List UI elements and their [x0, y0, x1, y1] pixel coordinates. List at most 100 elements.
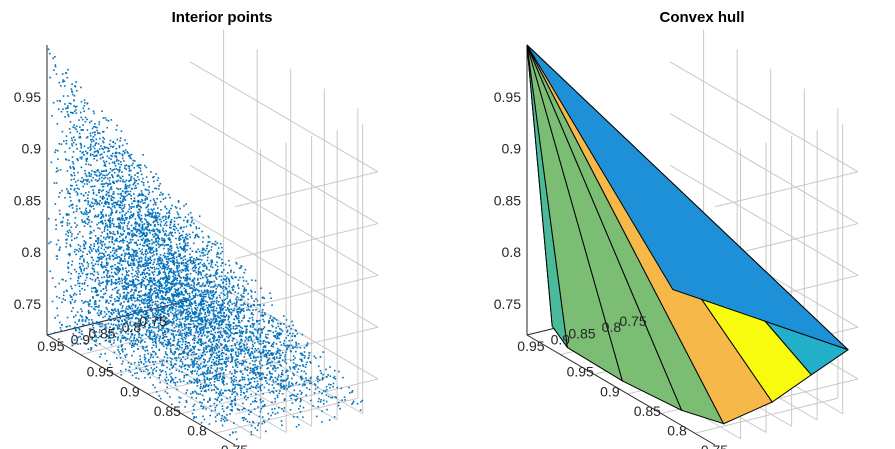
scatter-point: [144, 302, 147, 304]
scatter-point: [89, 225, 91, 228]
scatter-point: [88, 172, 91, 175]
scatter-point: [186, 368, 189, 371]
scatter-point: [290, 328, 292, 330]
scatter-point: [191, 291, 194, 294]
scatter-point: [203, 289, 206, 292]
scatter-point: [103, 243, 106, 246]
scatter-point: [128, 369, 130, 372]
scatter-point: [127, 308, 129, 311]
scatter-point: [91, 250, 93, 252]
scatter-point: [150, 259, 153, 262]
scatter-point: [179, 346, 181, 348]
scatter-point: [233, 378, 236, 381]
scatter-point: [153, 216, 155, 219]
scatter-point: [117, 336, 120, 338]
scatter-point: [111, 196, 114, 199]
scatter-point: [301, 391, 303, 394]
scatter-point: [202, 354, 204, 357]
scatter-point: [149, 249, 152, 251]
scatter-point: [199, 401, 201, 403]
scatter-point: [217, 323, 220, 325]
scatter-point: [84, 222, 87, 224]
scatter-point: [125, 218, 128, 220]
scatter-point: [117, 349, 119, 351]
scatter-point: [146, 322, 148, 324]
scatter-point: [230, 269, 232, 272]
scatter-point: [227, 337, 230, 339]
scatter-point: [115, 168, 118, 170]
scatter-point: [239, 276, 241, 279]
scatter-point: [137, 214, 139, 216]
scatter-point: [47, 217, 50, 220]
scatter-point: [99, 196, 102, 198]
scatter-point: [202, 252, 205, 254]
scatter-point: [57, 108, 60, 111]
scatter-point: [93, 185, 96, 187]
scatter-point: [211, 242, 214, 245]
scatter-point: [266, 337, 269, 339]
scatter-point: [117, 159, 120, 162]
scatter-point: [275, 367, 277, 370]
scatter-point: [99, 342, 101, 345]
scatter-point: [235, 376, 237, 379]
scatter-point: [160, 220, 163, 223]
scatter-point: [263, 320, 265, 323]
scatter-point: [260, 378, 262, 381]
scatter-point: [93, 112, 95, 115]
scatter-point: [187, 242, 189, 244]
scatter-point: [69, 300, 72, 303]
scatter-point: [222, 380, 225, 383]
scatter-point: [304, 355, 306, 357]
scatter-point: [82, 213, 85, 216]
scatter-point: [71, 139, 73, 142]
scatter-point: [220, 258, 223, 261]
scatter-point: [272, 325, 274, 328]
scatter-point: [117, 278, 120, 280]
scatter-point: [58, 196, 60, 198]
scatter-point: [147, 320, 150, 323]
scatter-point: [183, 374, 186, 377]
scatter-point: [296, 346, 299, 349]
scatter-point: [146, 299, 149, 301]
scatter-point: [149, 317, 152, 320]
scatter-point: [185, 301, 188, 304]
scatter-point: [131, 238, 134, 241]
scatter-point: [291, 339, 293, 342]
scatter-point: [84, 169, 86, 172]
scatter-point: [214, 406, 217, 409]
scatter-point: [136, 343, 139, 346]
scatter-point: [198, 328, 201, 331]
scatter-point: [70, 272, 72, 275]
scatter-point: [166, 357, 169, 359]
scatter-point: [260, 314, 262, 317]
scatter-point: [194, 294, 197, 296]
scatter-point: [154, 232, 156, 235]
scatter-point: [127, 253, 130, 256]
scatter-point: [103, 311, 106, 313]
scatter-point: [216, 265, 219, 268]
scatter-point: [221, 246, 223, 249]
scatter-point: [261, 416, 264, 418]
scatter-point: [201, 247, 204, 250]
scatter-point: [104, 266, 107, 269]
scatter-point: [133, 262, 136, 265]
scatter-point: [212, 300, 214, 303]
scatter-point: [152, 350, 154, 353]
scatter-point: [152, 246, 154, 249]
scatter-point: [144, 250, 147, 253]
scatter-point: [172, 364, 175, 367]
scatter-point: [236, 341, 238, 344]
scatter-point: [316, 377, 318, 379]
scatter-point: [127, 263, 130, 266]
scatter-point: [243, 271, 246, 274]
scatter-point: [214, 385, 217, 388]
scatter-point: [226, 290, 229, 293]
scatter-point: [179, 330, 182, 333]
scatter-point: [108, 317, 110, 320]
scatter-point: [141, 232, 143, 234]
scatter-point: [234, 342, 236, 345]
scatter-point: [144, 312, 147, 315]
scatter-point: [102, 174, 104, 177]
scatter-point: [218, 363, 220, 366]
scatter-point: [163, 270, 166, 273]
